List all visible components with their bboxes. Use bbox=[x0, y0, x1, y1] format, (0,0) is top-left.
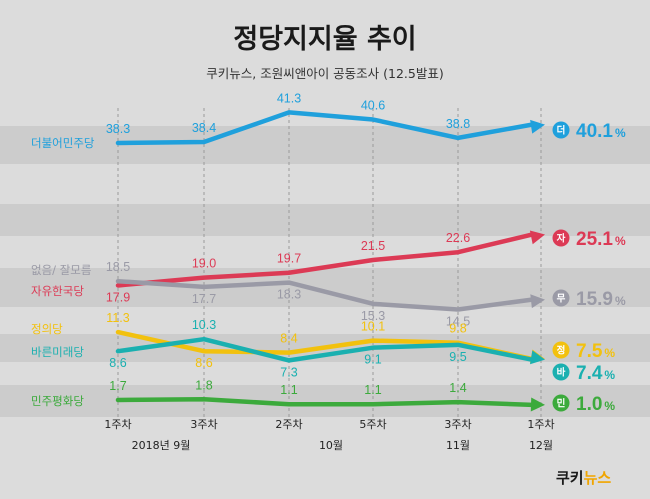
x-tick-label: 3주차 bbox=[444, 418, 471, 431]
x-group-label: 10월 bbox=[319, 439, 343, 452]
final-value-label: 15.9 bbox=[576, 289, 613, 310]
x-group-label: 11월 bbox=[446, 439, 470, 452]
final-value-label: 25.1 bbox=[576, 229, 613, 250]
data-label: 15.3 bbox=[361, 309, 385, 323]
series-badge-label: 무 bbox=[557, 294, 566, 305]
series-badge bbox=[552, 394, 570, 412]
background-band-0 bbox=[0, 126, 650, 164]
percent-unit: % bbox=[615, 234, 626, 248]
percent-unit: % bbox=[604, 399, 615, 413]
data-label: 11.3 bbox=[106, 311, 129, 325]
data-label: 18.3 bbox=[277, 288, 301, 302]
series-name-label: 민주평화당 bbox=[31, 394, 84, 408]
percent-unit: % bbox=[604, 368, 615, 382]
final-value-label: 40.1 bbox=[576, 121, 613, 142]
series-badge-label: 더 bbox=[557, 125, 566, 137]
series-badge bbox=[552, 229, 570, 247]
x-gridlines bbox=[117, 108, 542, 420]
data-label: 1.8 bbox=[195, 378, 212, 392]
data-label: 19.0 bbox=[192, 257, 216, 271]
background-band-4 bbox=[0, 385, 650, 417]
data-label: 14.5 bbox=[446, 314, 470, 328]
series-line bbox=[115, 397, 535, 408]
percent-unit: % bbox=[615, 126, 626, 140]
series-badge-label: 바 bbox=[557, 367, 566, 379]
chart-subtitle: 쿠키뉴스, 조원씨앤아이 공동조사 (12.5발표) bbox=[206, 66, 443, 81]
series-name-label: 바른미래당 bbox=[31, 345, 84, 359]
data-label: 9.1 bbox=[364, 353, 381, 367]
data-label: 38.3 bbox=[106, 122, 130, 136]
series-badge bbox=[552, 341, 570, 359]
final-value-label: 7.5 bbox=[576, 341, 603, 362]
x-group-label: 12월 bbox=[529, 439, 553, 452]
series-badge-label: 정 bbox=[557, 345, 566, 357]
series-name-label: 더불어민주당 bbox=[31, 136, 95, 150]
logo-text-accent: 뉴스 bbox=[584, 469, 612, 487]
logo-text-dark: 쿠키 bbox=[556, 469, 584, 487]
final-value-label: 1.0 bbox=[576, 394, 602, 415]
data-label: 38.8 bbox=[446, 117, 470, 131]
percent-unit: % bbox=[604, 346, 615, 360]
data-label: 1.1 bbox=[364, 383, 381, 397]
data-label: 22.6 bbox=[446, 231, 470, 245]
series-line bbox=[115, 232, 535, 288]
x-tick-label: 1주차 bbox=[104, 418, 131, 431]
data-label: 10.1 bbox=[361, 320, 385, 334]
x-tick-label: 5주차 bbox=[359, 418, 386, 431]
series-layer: 38.3 38.4 41.3 40.6 38.8 더불어민주당 더 40.1 % 17.9 19.0… bbox=[31, 91, 626, 415]
data-label: 40.6 bbox=[361, 99, 385, 113]
x-tick-label: 3주차 bbox=[190, 418, 217, 431]
series-line bbox=[115, 278, 535, 312]
series-arrowhead bbox=[530, 294, 545, 309]
x-tick-label: 1주차 bbox=[527, 418, 554, 431]
series-0: 38.3 38.4 41.3 40.6 38.8 더불어민주당 더 40.1% bbox=[31, 91, 626, 150]
data-label: 19.7 bbox=[277, 252, 301, 266]
data-label: 17.9 bbox=[106, 290, 130, 304]
background-band-1 bbox=[0, 204, 650, 236]
series-name-label: 자유한국당 bbox=[31, 284, 84, 298]
final-value-label: 7.4 bbox=[576, 363, 603, 384]
series-name-label: 없음/ 잘모름 bbox=[31, 263, 91, 277]
data-label: 9.5 bbox=[449, 350, 466, 364]
series-badge bbox=[552, 363, 570, 381]
background-band-2 bbox=[0, 268, 650, 307]
series-arrowhead bbox=[529, 230, 545, 245]
series-arrowhead bbox=[530, 397, 545, 412]
percent-unit: % bbox=[615, 294, 626, 308]
series-badge bbox=[552, 121, 570, 139]
series-name-label: 정의당 bbox=[31, 322, 63, 336]
series-5: 1.7 1.8 1.1 1.1 1.4 민주평화당 민 1.0% bbox=[31, 378, 615, 415]
data-label: 41.3 bbox=[277, 91, 301, 105]
data-label: 1.1 bbox=[280, 383, 297, 397]
series-1: 17.9 19.0 19.7 21.5 22.6 자유한국당 자 25.1% bbox=[31, 229, 626, 304]
series-arrowhead bbox=[530, 119, 545, 134]
series-badge-label: 민 bbox=[557, 398, 566, 410]
data-label: 1.7 bbox=[109, 379, 126, 393]
series-badge bbox=[552, 289, 570, 307]
data-label: 17.7 bbox=[192, 292, 216, 306]
series-line bbox=[115, 110, 535, 146]
data-label: 10.3 bbox=[192, 318, 216, 332]
data-label: 1.4 bbox=[449, 381, 466, 395]
data-label: 9.8 bbox=[449, 322, 466, 336]
data-label: 18.5 bbox=[106, 260, 130, 274]
chart-title: 정당지지율 추이 bbox=[233, 24, 416, 55]
data-label: 8.6 bbox=[109, 356, 126, 370]
series-badge-label: 자 bbox=[557, 233, 566, 245]
data-label: 8.6 bbox=[195, 356, 212, 370]
data-label: 38.4 bbox=[192, 121, 216, 135]
data-label: 21.5 bbox=[361, 239, 385, 253]
series-arrowhead bbox=[530, 350, 545, 365]
kookinews-logo: 쿠키 뉴스 bbox=[556, 469, 611, 487]
data-label: 8.4 bbox=[280, 332, 297, 346]
series-line bbox=[115, 336, 535, 363]
data-label: 7.3 bbox=[280, 365, 297, 379]
x-tick-label: 2주차 bbox=[275, 418, 302, 431]
x-group-label: 2018년 9월 bbox=[132, 439, 191, 452]
